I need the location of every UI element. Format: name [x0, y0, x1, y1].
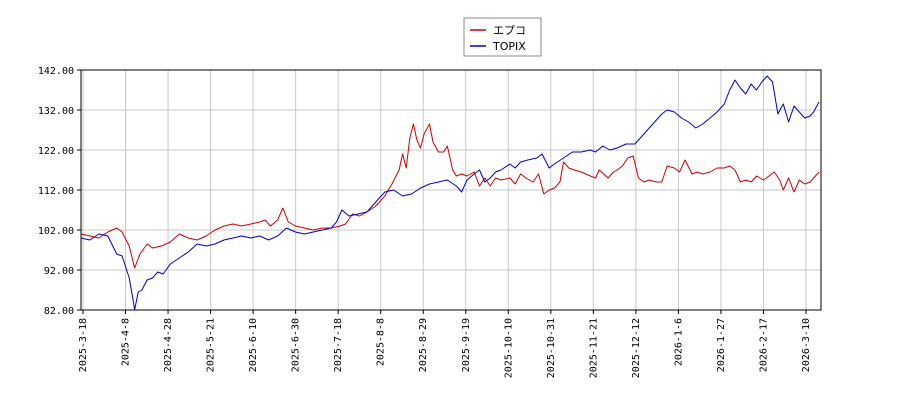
- x-axis: 2025-3-18 2025-4-8 2025-4-28 2025-5-21 2025-…: [78, 310, 812, 378]
- x-tick-label: 2025-7-18: [333, 318, 344, 372]
- x-tick-label: 2025-4-8: [121, 318, 132, 366]
- x-tick-label: 2026-2-17: [758, 318, 769, 372]
- x-tick-label: 2025-11-21: [588, 318, 599, 378]
- series-layer: [80, 75, 820, 311]
- x-tick-label: 2025-9-19: [461, 318, 472, 372]
- x-tick-label: 2025-10-31: [546, 318, 557, 378]
- x-tick-label: 2025-8-8: [376, 318, 387, 366]
- legend-label-epco: エプコ: [493, 24, 526, 37]
- legend: エプコ TOPIX: [463, 17, 542, 57]
- y-tick-label: 142.00: [38, 66, 74, 77]
- y-tick-label: 122.00: [38, 146, 74, 157]
- grid-lines: [81, 69, 821, 311]
- y-tick-label: 92.00: [44, 266, 74, 277]
- x-tick-label: 2025-10-10: [503, 318, 514, 378]
- x-tick-label: 2025-5-21: [206, 318, 217, 372]
- x-tick-label: 2025-12-12: [631, 318, 642, 378]
- x-tick-label: 2026-3-10: [801, 318, 812, 372]
- series-line-topix: [80, 75, 820, 311]
- legend-label-topix: TOPIX: [492, 40, 526, 53]
- y-tick-label: 82.00: [44, 306, 74, 317]
- y-axis: 82.00 92.00 102.00 112.00 122.00 132.00 142.00: [38, 66, 81, 317]
- y-tick-label: 132.00: [38, 106, 74, 117]
- x-tick-label: 2026-1-27: [716, 318, 727, 372]
- x-tick-label: 2025-8-29: [418, 318, 429, 372]
- x-tick-label: 2025-3-18: [78, 318, 89, 372]
- x-tick-label: 2026-1-6: [673, 318, 684, 366]
- y-tick-label: 112.00: [38, 186, 74, 197]
- x-tick-label: 2025-6-10: [248, 318, 259, 372]
- x-tick-label: 2025-4-28: [163, 318, 174, 372]
- x-tick-label: 2025-6-30: [291, 318, 302, 372]
- series-line-epco: [80, 123, 820, 269]
- y-tick-label: 102.00: [38, 226, 74, 237]
